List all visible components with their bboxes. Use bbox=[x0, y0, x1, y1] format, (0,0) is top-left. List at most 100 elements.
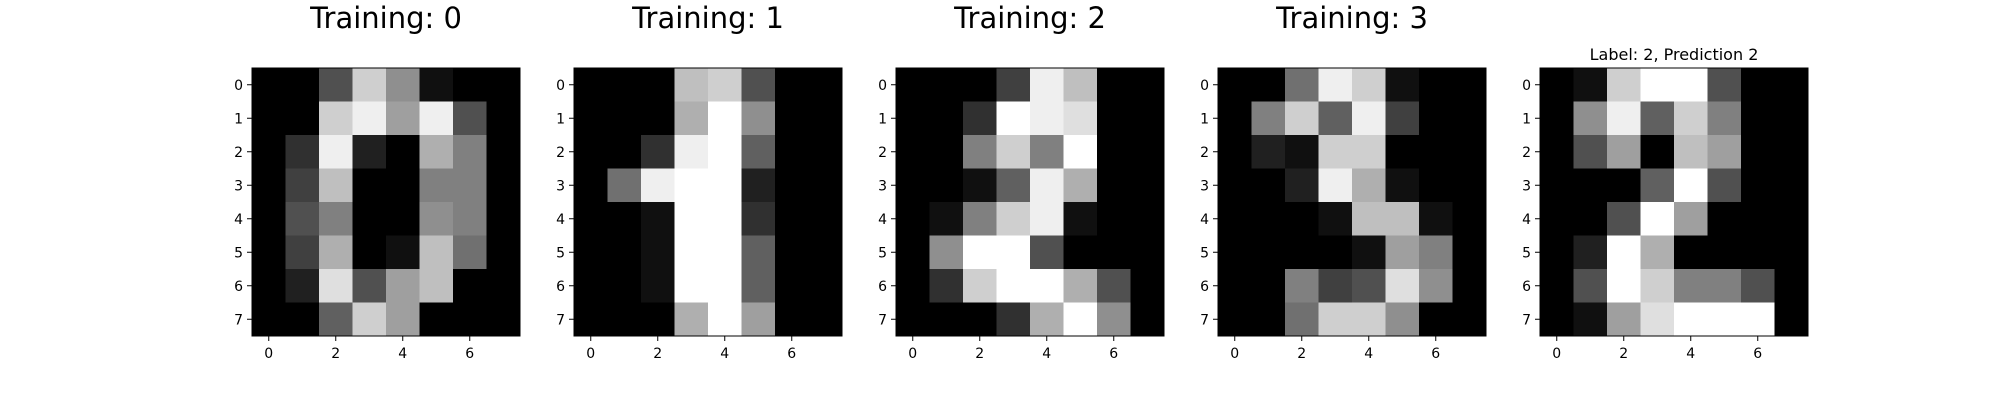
x-tick-label: 4 bbox=[1686, 346, 1695, 362]
pixel-cell bbox=[708, 202, 743, 237]
pixel-cell bbox=[674, 168, 709, 203]
pixel-cell bbox=[1218, 68, 1253, 103]
x-tick-label: 6 bbox=[1109, 346, 1118, 362]
pixel-cell bbox=[1452, 135, 1487, 170]
pixel-cell bbox=[741, 302, 776, 337]
pixel-cell bbox=[1218, 168, 1253, 203]
y-tick-label: 5 bbox=[234, 245, 243, 261]
pixel-cell bbox=[1063, 202, 1098, 237]
pixel-cell bbox=[1285, 101, 1320, 136]
pixel-cell bbox=[1063, 269, 1098, 304]
pixel-cell bbox=[319, 135, 354, 170]
pixel-cell bbox=[1573, 101, 1608, 136]
pixel-cell bbox=[1285, 202, 1320, 237]
y-tick-label: 3 bbox=[878, 178, 887, 194]
pixel-cell bbox=[1130, 101, 1165, 136]
pixel-cell bbox=[1385, 302, 1420, 337]
pixel-cell bbox=[1741, 101, 1776, 136]
pixel-cell bbox=[574, 202, 609, 237]
y-tick-label: 1 bbox=[878, 111, 887, 127]
x-tick-label: 6 bbox=[1753, 346, 1762, 362]
pixel-cell bbox=[1352, 202, 1387, 237]
pixel-cell bbox=[486, 168, 521, 203]
pixel-cell bbox=[1063, 235, 1098, 270]
pixel-cell bbox=[1318, 135, 1353, 170]
digit-panel-0: Training: 0 0 2 4 6 0 1 2 3 4 5 6 7 bbox=[234, 1, 521, 362]
x-tick-label: 0 bbox=[586, 346, 595, 362]
pixel-cell bbox=[1540, 269, 1575, 304]
pixel-cell bbox=[929, 101, 964, 136]
panel-title: Training: 0 bbox=[309, 1, 462, 35]
pixel-cell bbox=[641, 68, 676, 103]
pixel-cell bbox=[1097, 101, 1132, 136]
pixel-cell bbox=[1774, 202, 1809, 237]
image-frame bbox=[895, 67, 1165, 337]
pixel-cell bbox=[963, 101, 998, 136]
pixel-cell bbox=[963, 235, 998, 270]
x-tick-label: 4 bbox=[398, 346, 407, 362]
pixel-cell bbox=[996, 68, 1031, 103]
pixel-cell bbox=[1573, 269, 1608, 304]
pixel-cell bbox=[808, 235, 843, 270]
pixel-cell bbox=[674, 202, 709, 237]
pixel-cell bbox=[1452, 101, 1487, 136]
pixel-cell bbox=[808, 101, 843, 136]
y-tick-label: 6 bbox=[234, 279, 243, 295]
pixel-cell bbox=[486, 68, 521, 103]
pixel-cell bbox=[419, 135, 454, 170]
pixel-cell bbox=[1674, 68, 1709, 103]
y-tick-label: 0 bbox=[556, 78, 565, 94]
pixel-cell bbox=[741, 168, 776, 203]
pixel-cell bbox=[1573, 235, 1608, 270]
pixel-cell bbox=[252, 68, 287, 103]
pixel-cell bbox=[996, 168, 1031, 203]
pixel-cell bbox=[1540, 168, 1575, 203]
pixel-cell bbox=[1674, 202, 1709, 237]
y-tick-label: 1 bbox=[1200, 111, 1209, 127]
x-tick-label: 2 bbox=[331, 346, 340, 362]
pixel-cell bbox=[1452, 235, 1487, 270]
pixel-cell bbox=[1741, 135, 1776, 170]
pixel-cell bbox=[708, 302, 743, 337]
pixel-cell bbox=[1030, 269, 1065, 304]
pixel-cell bbox=[1640, 235, 1675, 270]
pixel-cell bbox=[963, 202, 998, 237]
pixel-cell bbox=[1218, 302, 1253, 337]
y-tick-label: 7 bbox=[878, 312, 887, 328]
y-tick-label: 2 bbox=[878, 145, 887, 161]
pixel-cell bbox=[419, 68, 454, 103]
pixel-cell bbox=[486, 101, 521, 136]
y-tick-label: 1 bbox=[1522, 111, 1531, 127]
pixel-cell bbox=[1419, 135, 1454, 170]
pixel-cell bbox=[252, 269, 287, 304]
pixel-cell bbox=[1130, 202, 1165, 237]
pixel-cell bbox=[1352, 101, 1387, 136]
pixel-cell bbox=[574, 269, 609, 304]
pixel-cell bbox=[486, 302, 521, 337]
pixel-cell bbox=[1130, 235, 1165, 270]
pixel-cell bbox=[486, 235, 521, 270]
pixel-cell bbox=[1285, 135, 1320, 170]
pixel-cell bbox=[808, 269, 843, 304]
pixel-cell bbox=[641, 269, 676, 304]
pixel-cell bbox=[1707, 235, 1742, 270]
pixel-cell bbox=[1218, 135, 1253, 170]
pixel-cell bbox=[1540, 302, 1575, 337]
pixel-cell bbox=[386, 68, 421, 103]
pixel-cell bbox=[1774, 101, 1809, 136]
pixel-cell bbox=[1251, 101, 1286, 136]
pixel-cell bbox=[1674, 101, 1709, 136]
pixel-cell bbox=[1385, 135, 1420, 170]
pixel-cell bbox=[1707, 202, 1742, 237]
pixel-cell bbox=[453, 101, 488, 136]
pixel-cell bbox=[808, 168, 843, 203]
y-tick-label: 5 bbox=[878, 245, 887, 261]
pixel-cell bbox=[1318, 235, 1353, 270]
pixel-cell bbox=[1130, 68, 1165, 103]
pixel-cell bbox=[453, 202, 488, 237]
pixel-cell bbox=[386, 135, 421, 170]
y-tick-label: 3 bbox=[556, 178, 565, 194]
pixel-cell bbox=[1674, 168, 1709, 203]
pixel-cell bbox=[1385, 101, 1420, 136]
